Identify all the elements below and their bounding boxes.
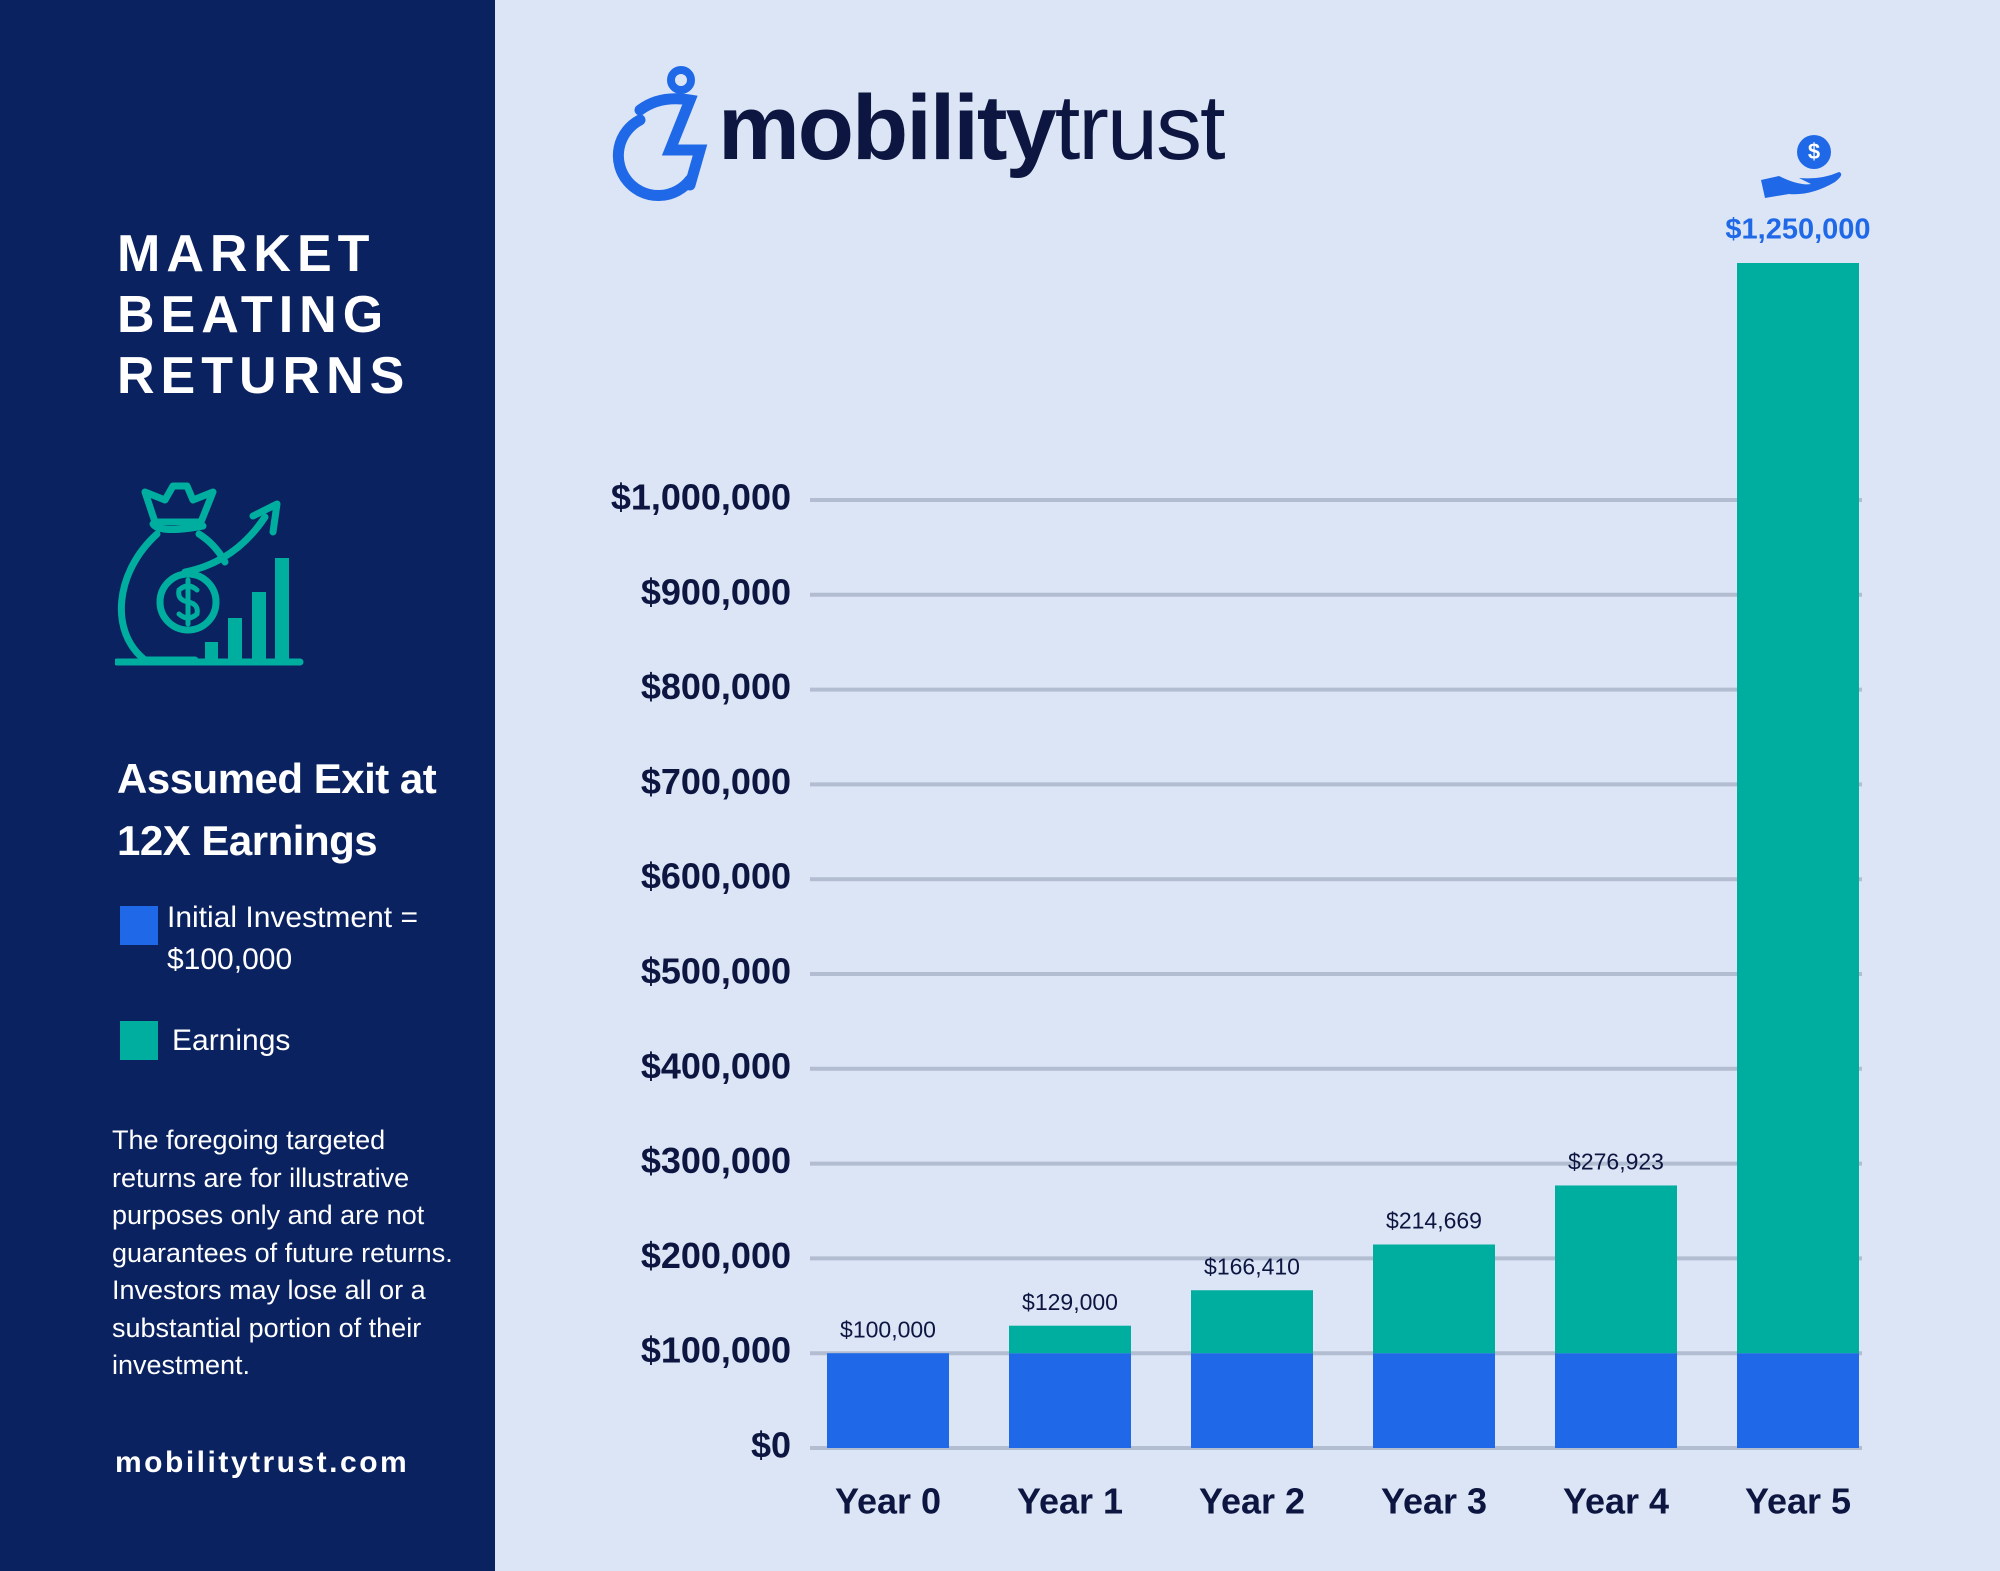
x-tick-label: Year 2 (1199, 1481, 1305, 1522)
bar-segment (1737, 1353, 1859, 1448)
x-tick-label: Year 0 (835, 1481, 941, 1522)
y-tick-label: $200,000 (641, 1235, 791, 1276)
y-tick-label: $0 (751, 1425, 791, 1466)
value-label: $166,410 (1204, 1253, 1300, 1279)
legend-swatch (120, 1021, 158, 1060)
disclaimer: The foregoing targeted returns are for i… (112, 1125, 453, 1380)
y-tick-label: $100,000 (641, 1330, 791, 1371)
value-label: $1,250,000 (1725, 214, 1870, 246)
value-label: $214,669 (1386, 1208, 1482, 1234)
y-tick-label: $900,000 (641, 571, 791, 612)
x-tick-label: Year 1 (1017, 1481, 1123, 1522)
bar-segment (1373, 1244, 1495, 1354)
logo-bold: mobility (718, 77, 1057, 179)
y-tick-label: $500,000 (641, 951, 791, 992)
x-tick-label: Year 5 (1745, 1481, 1851, 1522)
svg-text:$: $ (1808, 139, 1820, 164)
logo-icon (612, 66, 708, 202)
bar-segment (1737, 263, 1859, 1354)
website: mobilitytrust.com (115, 1446, 410, 1479)
y-tick-label: $600,000 (641, 856, 791, 897)
bar-segment (1191, 1353, 1313, 1448)
hand-coin-icon: $ (1761, 135, 1842, 198)
bar-segment (1191, 1290, 1313, 1354)
bar-segment (1555, 1353, 1677, 1448)
legend-label: Earnings (172, 1024, 291, 1057)
legend-swatch (120, 906, 158, 945)
logo: mobilitytrust (718, 77, 1225, 179)
y-tick-label: $700,000 (641, 761, 791, 802)
y-tick-label: $300,000 (641, 1140, 791, 1181)
legend-label: Initial Investment = $100,000 (167, 901, 418, 976)
bar-segment (1009, 1353, 1131, 1448)
y-tick-label: $400,000 (641, 1045, 791, 1086)
x-tick-label: Year 4 (1563, 1481, 1669, 1522)
money-bag-icon (115, 482, 304, 666)
subhead: Assumed Exit at 12X Earnings (117, 755, 437, 864)
grid (810, 498, 1862, 1450)
bar-segment (1009, 1325, 1131, 1354)
sidebar: MARKET BEATING RETURNS Assumed Exit at 1… (0, 0, 495, 1571)
y-tick-label: $1,000,000 (611, 477, 791, 518)
headline: MARKET BEATING RETURNS (117, 225, 411, 405)
logo-light: trust (1055, 77, 1225, 179)
bar-segment (1373, 1353, 1495, 1448)
value-label: $276,923 (1568, 1149, 1664, 1175)
value-label: $100,000 (840, 1316, 936, 1342)
bar-segment (1555, 1185, 1677, 1354)
bar-segment (827, 1353, 949, 1448)
value-label: $129,000 (1022, 1289, 1118, 1315)
x-tick-label: Year 3 (1381, 1481, 1487, 1522)
y-tick-label: $800,000 (641, 666, 791, 707)
